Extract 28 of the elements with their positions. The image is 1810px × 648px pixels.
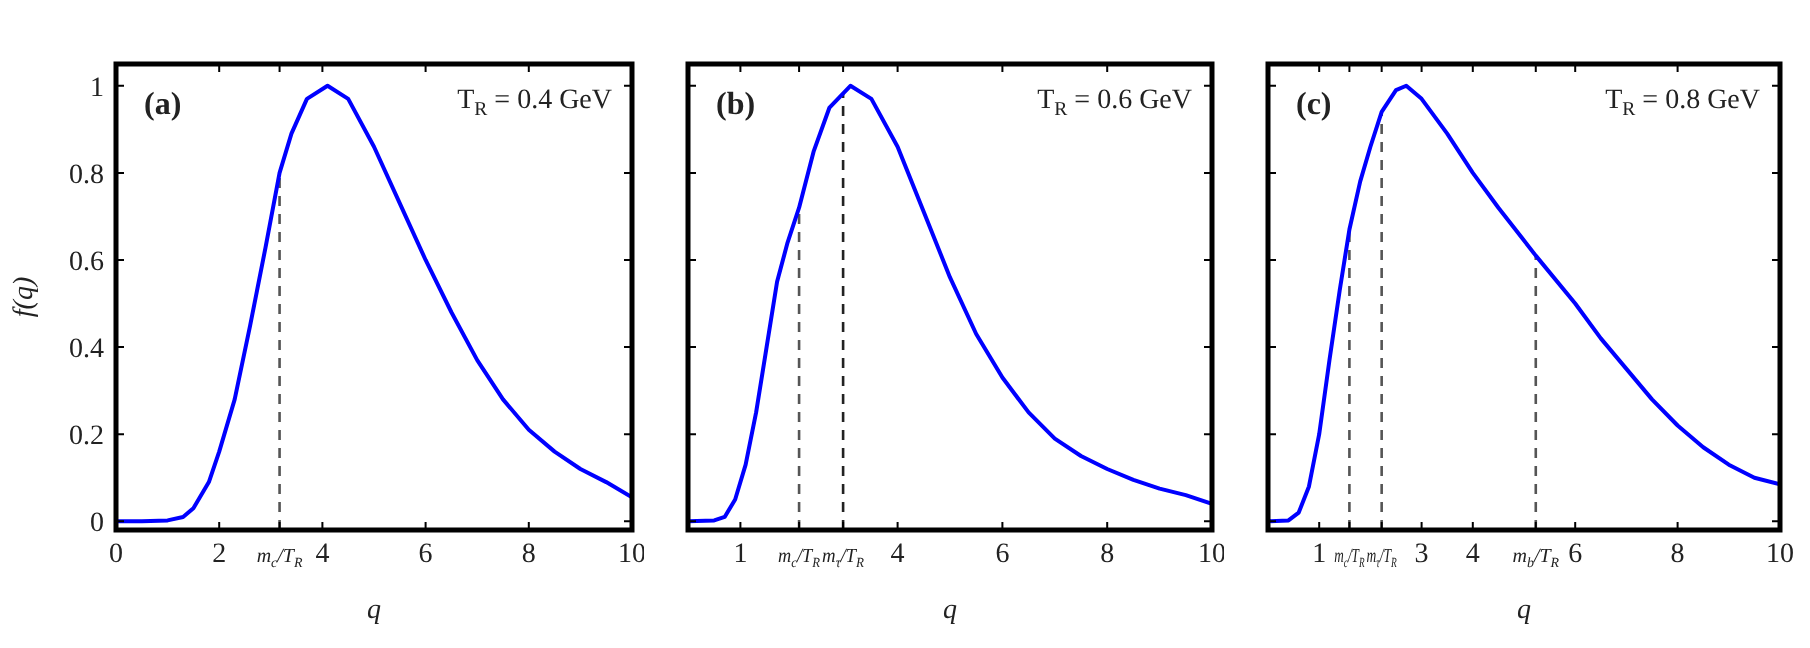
- x-tick-label: 0: [109, 540, 123, 570]
- x-tick-label: 3: [1414, 540, 1429, 570]
- annotation: (a): [144, 88, 182, 122]
- x-tick-label: 4: [890, 540, 905, 570]
- x-tick-label: 6: [418, 540, 433, 570]
- x-tick-label: 6: [995, 540, 1010, 570]
- annotation: (c): [1296, 88, 1332, 122]
- x-tick-label: 4: [315, 540, 330, 570]
- x-tick-label: 1: [1312, 540, 1327, 570]
- x-tick-label: 2: [212, 540, 227, 570]
- y-tick-label: 0.4: [69, 335, 104, 366]
- x-tick-label: 4: [1465, 540, 1480, 570]
- x-axis-title: q: [943, 596, 957, 626]
- x-axis-title: q: [1517, 596, 1531, 626]
- y-axis-title: f(q): [10, 276, 40, 318]
- y-tick-label: 0.8: [69, 160, 104, 191]
- y-tick-label: 0.6: [69, 247, 104, 278]
- x-axis-title: q: [367, 596, 381, 626]
- y-tick-label: 0: [90, 509, 104, 540]
- x-tick-label: 1: [733, 540, 748, 570]
- x-tick-label: 8: [521, 540, 536, 570]
- annotation: (b): [716, 88, 756, 122]
- x-tick-label: 6: [1568, 540, 1583, 570]
- y-tick-label: 1: [90, 73, 104, 104]
- x-tick-label: 10: [1766, 540, 1794, 570]
- y-tick-label: 0.2: [69, 422, 104, 453]
- x-tick-label: 8: [1100, 540, 1115, 570]
- x-tick-label: 8: [1670, 540, 1685, 570]
